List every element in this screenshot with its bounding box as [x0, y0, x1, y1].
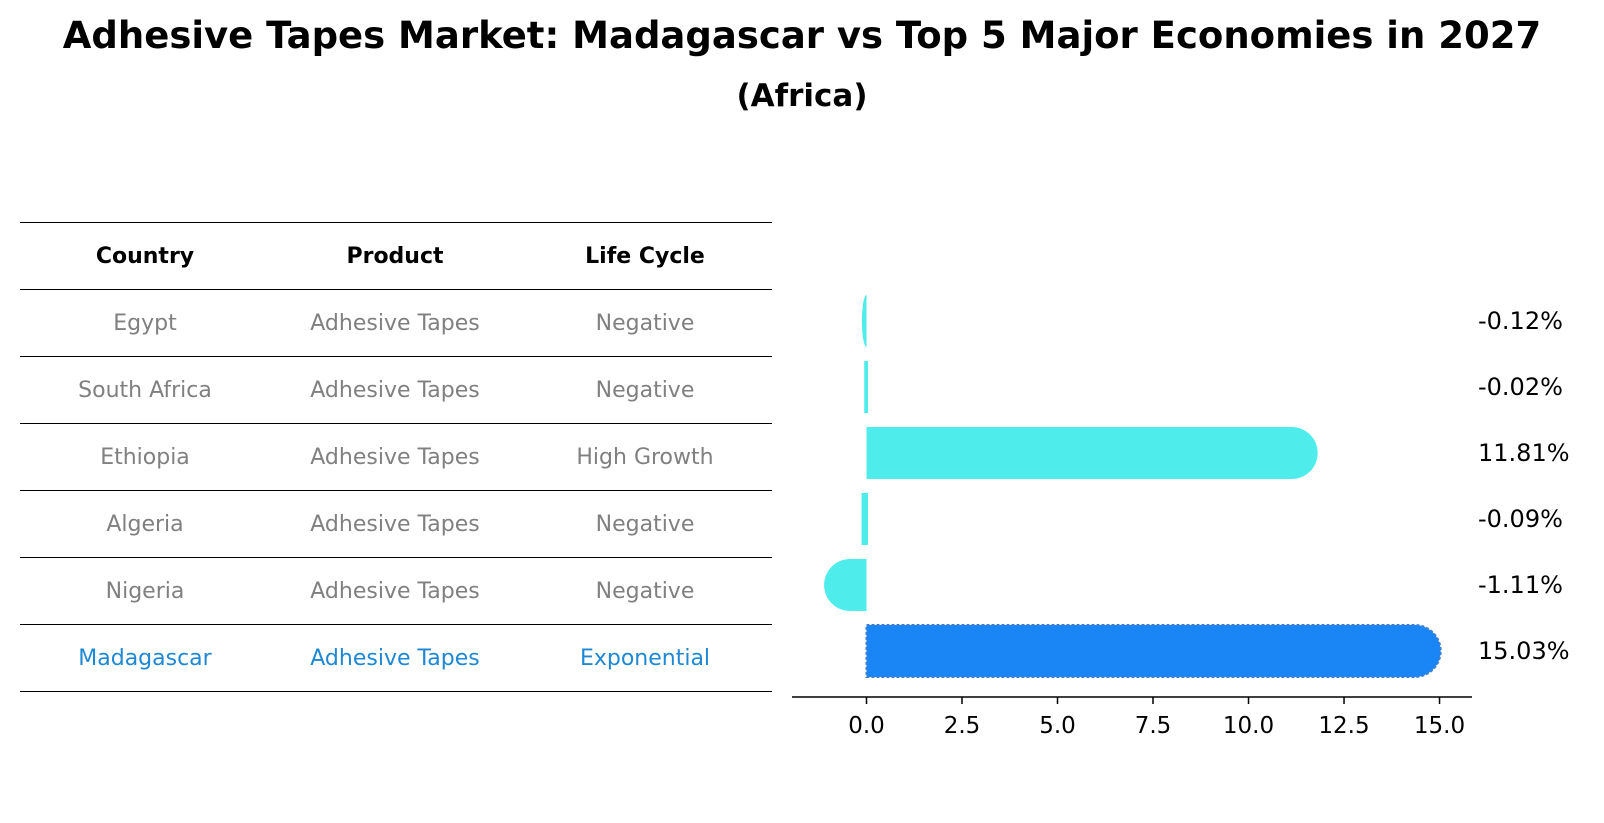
table-row: Algeria Adhesive Tapes Negative [20, 491, 772, 558]
bar-south-africa [864, 361, 868, 413]
x-tick-label: 7.5 [1135, 713, 1172, 739]
header-life-cycle: Life Cycle [585, 243, 705, 269]
bar-egypt [861, 295, 867, 347]
life-cycle-cell: Negative [595, 377, 695, 403]
header-country: Country [95, 243, 195, 269]
x-tick-label: 10.0 [1223, 713, 1274, 739]
value-label: -0.09% [1478, 505, 1563, 533]
chart-title: Adhesive Tapes Market: Madagascar vs Top… [62, 14, 1542, 57]
product-cell: Adhesive Tapes [310, 578, 480, 604]
life-cycle-cell: Exponential [579, 645, 711, 671]
value-label: 15.03% [1478, 637, 1570, 665]
product-cell: Adhesive Tapes [310, 511, 480, 537]
table-row: Egypt Adhesive Tapes Negative [20, 290, 772, 357]
country-cell: Egypt [113, 310, 177, 336]
x-tick-label: 12.5 [1318, 713, 1369, 739]
x-tick-label: 5.0 [1039, 713, 1076, 739]
table-header-row: Country Product Life Cycle [20, 222, 772, 290]
life-cycle-cell: Negative [595, 578, 695, 604]
value-label: -1.11% [1478, 571, 1563, 599]
x-tick-label: 15.0 [1414, 713, 1465, 739]
chart-subtitle: (Africa) [736, 78, 868, 114]
value-label: 11.81% [1478, 439, 1570, 467]
product-cell: Adhesive Tapes [310, 377, 480, 403]
country-cell: South Africa [78, 377, 212, 403]
life-cycle-cell: Negative [595, 511, 695, 537]
x-tick-label: 0.0 [848, 713, 885, 739]
life-cycle-cell: High Growth [576, 444, 714, 470]
table-row: South Africa Adhesive Tapes Negative [20, 357, 772, 424]
bar-nigeria [824, 559, 867, 611]
country-cell: Ethiopia [100, 444, 190, 470]
table-row: Nigeria Adhesive Tapes Negative [20, 558, 772, 625]
product-cell: Adhesive Tapes [310, 444, 480, 470]
table-row-highlight: Madagascar Adhesive Tapes Exponential [20, 625, 772, 692]
value-label: -0.12% [1478, 307, 1563, 335]
bar-algeria [861, 493, 868, 545]
product-cell: Adhesive Tapes [310, 310, 480, 336]
country-cell: Madagascar [78, 645, 212, 671]
header-product: Product [346, 243, 444, 269]
country-cell: Algeria [106, 511, 184, 537]
product-cell: Adhesive Tapes [310, 645, 480, 671]
country-table: Country Product Life Cycle Egypt Adhesiv… [20, 222, 772, 692]
table-row: Ethiopia Adhesive Tapes High Growth [20, 424, 772, 491]
country-cell: Nigeria [105, 578, 185, 604]
bar-ethiopia [866, 427, 1318, 479]
x-tick-label: 2.5 [944, 713, 981, 739]
life-cycle-cell: Negative [595, 310, 695, 336]
bar-madagascar [865, 624, 1442, 678]
value-label: -0.02% [1478, 373, 1563, 401]
